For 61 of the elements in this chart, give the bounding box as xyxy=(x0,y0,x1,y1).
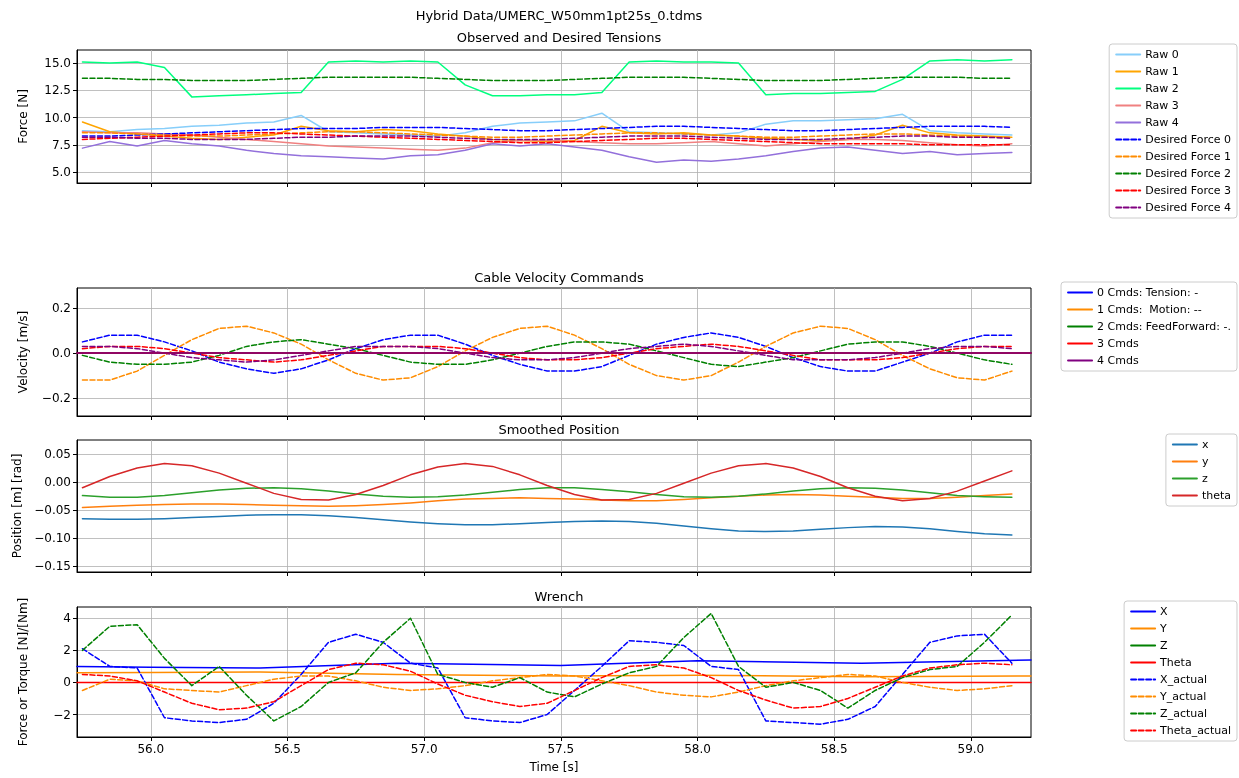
y-tick-label: 10.0 xyxy=(44,110,71,125)
y-axis-title: Force or Torque [N]/[Nm] xyxy=(16,597,30,747)
legend-label: Raw 3 xyxy=(1145,99,1179,112)
y-tick-label: −2 xyxy=(53,707,71,722)
x-axis-title: Time [s] xyxy=(528,760,579,774)
legend-label: Desired Force 0 xyxy=(1145,133,1231,146)
y-tick-label: 7.5 xyxy=(51,137,71,152)
x-tick-label: 58.0 xyxy=(684,742,711,756)
x-tick-label: 58.5 xyxy=(820,742,848,756)
y-tick-label: −0.10 xyxy=(34,531,71,546)
chart-title: Hybrid Data/UMERC_W50mm1pt25s_0.tdms xyxy=(415,8,703,23)
legend-label: 4 Cmds xyxy=(1097,354,1139,367)
y-tick-label: −0.2 xyxy=(41,391,71,406)
y-tick-label: 0.05 xyxy=(44,447,71,462)
chart-title: Wrench xyxy=(534,589,584,604)
y-tick-label: 2 xyxy=(63,643,71,658)
legend-label: 3 Cmds xyxy=(1097,337,1139,350)
x-tick-label: 57.0 xyxy=(410,742,438,756)
x-tick-label: 56.5 xyxy=(274,742,301,756)
y-axis-title: Velocity [m/s] xyxy=(16,310,30,394)
legend-label: theta xyxy=(1201,489,1231,502)
legend-label: z xyxy=(1201,472,1208,485)
legend-label: Raw 4 xyxy=(1145,116,1179,129)
legend-label: Desired Force 1 xyxy=(1145,150,1231,163)
y-tick-label: −0.05 xyxy=(34,503,71,518)
legend-label: 1 Cmds: Motion: -- xyxy=(1097,303,1202,316)
y-tick-label: 0.2 xyxy=(51,301,71,316)
x-tick-label: 59.0 xyxy=(957,742,985,756)
x-tick-label: 56.0 xyxy=(137,742,165,756)
legend-label: Z_actual xyxy=(1160,707,1208,720)
chart-title: Smoothed Position xyxy=(498,422,620,437)
y-tick-label: 0.00 xyxy=(44,475,71,490)
legend-label: Y xyxy=(1159,622,1168,635)
legend-label: Desired Force 4 xyxy=(1145,201,1231,214)
y-tick-label: 4 xyxy=(63,611,71,626)
legend-label: Raw 0 xyxy=(1145,48,1179,61)
y-axis-title: Force [N] xyxy=(16,89,30,144)
legend-label: Y_actual xyxy=(1159,690,1207,703)
legend-label: 2 Cmds: FeedForward: -. xyxy=(1097,320,1232,333)
legend-label: Desired Force 3 xyxy=(1145,184,1231,197)
legend-label: Theta_actual xyxy=(1159,724,1232,737)
y-tick-label: 0.0 xyxy=(51,346,71,361)
legend-label: X xyxy=(1160,605,1169,618)
legend-label: Raw 2 xyxy=(1145,82,1179,95)
legend-label: Z xyxy=(1160,639,1169,652)
legend-label: Raw 1 xyxy=(1145,65,1179,78)
y-tick-label: 0 xyxy=(63,675,71,690)
y-tick-label: 12.5 xyxy=(44,83,71,98)
legend-label: Desired Force 2 xyxy=(1145,167,1231,180)
chart-subtitle: Observed and Desired Tensions xyxy=(456,30,662,45)
y-tick-label: −0.15 xyxy=(34,559,71,574)
legend-label: Theta xyxy=(1159,656,1192,669)
chart-title: Cable Velocity Commands xyxy=(474,270,645,285)
legend-label: y xyxy=(1201,455,1209,468)
y-axis-title: Position [m] [rad] xyxy=(10,453,25,559)
legend-label: 0 Cmds: Tension: - xyxy=(1097,286,1199,299)
legend-label: X_actual xyxy=(1160,673,1208,686)
y-tick-label: 15.0 xyxy=(44,56,71,71)
y-tick-label: 5.0 xyxy=(51,165,71,180)
legend-label: x xyxy=(1201,438,1209,451)
x-tick-label: 57.5 xyxy=(547,742,575,756)
